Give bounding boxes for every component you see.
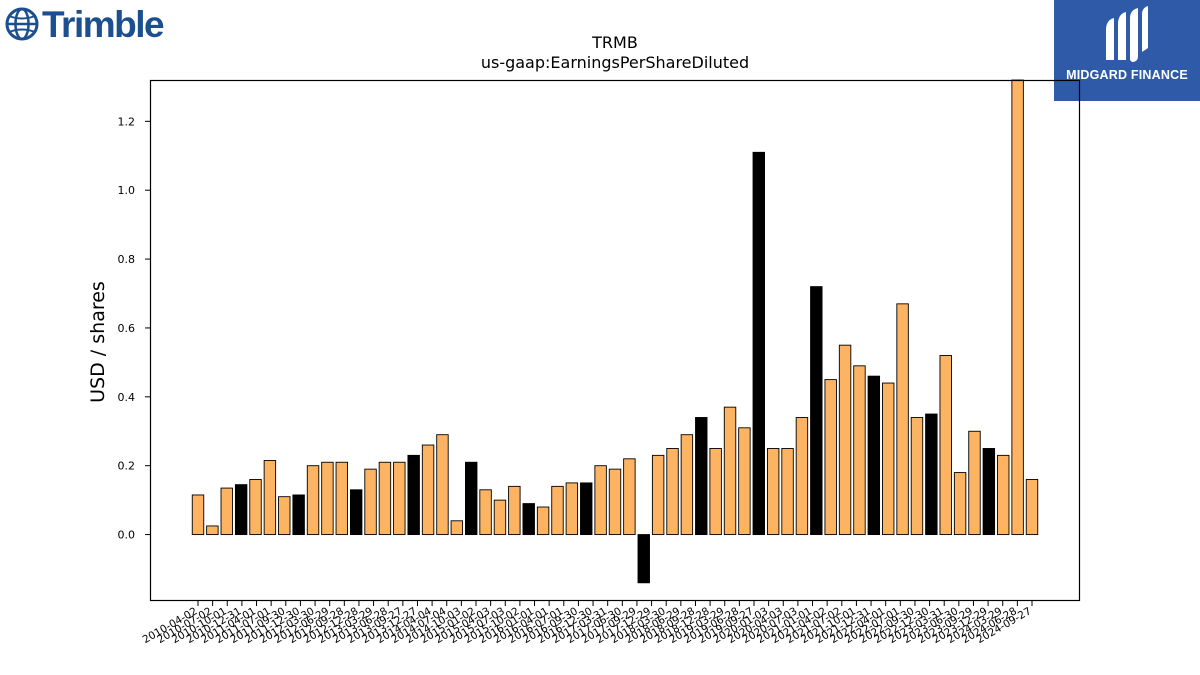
bar	[795, 417, 809, 536]
bar	[436, 434, 449, 536]
bar	[450, 520, 464, 536]
bar	[249, 479, 262, 536]
chart-subtitle: us-gaap:EarningsPerShareDiluted	[480, 53, 750, 72]
bar	[867, 375, 881, 536]
chart-title: TRMB	[592, 33, 638, 52]
trimble-logo: Trimble	[4, 4, 174, 45]
y-tick-label: 0.2	[118, 460, 136, 473]
bar	[623, 458, 636, 536]
bar	[810, 286, 823, 536]
bar	[824, 379, 837, 536]
bar	[263, 460, 277, 536]
bar	[982, 448, 996, 536]
bar	[378, 461, 392, 536]
y-tick-label: 1.0	[118, 184, 136, 197]
bar	[781, 448, 794, 536]
bar	[234, 484, 248, 536]
x-axis: 2010-04-022010-07-022010-10-012010-12-31…	[141, 600, 1034, 646]
bar	[220, 487, 233, 536]
bar	[508, 485, 521, 536]
bar	[594, 465, 607, 536]
bar	[666, 448, 679, 536]
globe-icon	[5, 7, 39, 41]
bar	[925, 413, 938, 536]
bar	[997, 454, 1010, 536]
bars-layer	[191, 79, 1039, 584]
bar	[1025, 479, 1039, 536]
bar	[364, 468, 377, 536]
trimble-logo-text: Trimble	[42, 4, 165, 45]
bar	[335, 461, 348, 536]
bar	[421, 444, 435, 536]
bar	[580, 482, 593, 536]
bar	[637, 534, 650, 584]
bar	[896, 303, 909, 536]
bar	[882, 382, 895, 536]
bar	[838, 344, 852, 536]
bar	[910, 417, 924, 536]
bar	[1011, 79, 1024, 536]
bar	[695, 417, 708, 536]
y-tick-label: 0.8	[118, 253, 136, 266]
bar	[306, 465, 320, 536]
y-tick-label: 0.0	[118, 529, 136, 542]
bar	[853, 365, 866, 536]
bar	[536, 506, 550, 536]
bar	[551, 485, 564, 536]
bar	[651, 454, 665, 536]
bar	[292, 494, 305, 536]
bar	[407, 454, 420, 536]
plot-frame	[149, 79, 1081, 602]
midgard-finance-logo: MIDGARD FINANCE	[1054, 0, 1200, 101]
bar	[939, 355, 952, 536]
bar	[680, 434, 694, 536]
y-tick-label: 0.6	[118, 322, 136, 335]
bar	[953, 472, 967, 536]
bar	[479, 489, 492, 536]
bar	[321, 461, 334, 536]
y-tick-label: 1.2	[118, 115, 136, 128]
bar	[565, 482, 579, 536]
y-axis-label: USD / shares	[87, 281, 109, 403]
midgard-monogram-icon	[1106, 6, 1148, 62]
bar	[723, 406, 737, 536]
y-axis: 0.0 0.2 0.4 0.6 0.8 1.0 1.2	[118, 115, 150, 542]
bar	[278, 496, 291, 536]
bar	[968, 430, 981, 536]
bar	[522, 503, 535, 536]
bar	[349, 489, 363, 536]
midgard-finance-logo-text: MIDGARD FINANCE	[1066, 68, 1188, 82]
bar	[206, 525, 219, 536]
bar	[465, 461, 478, 536]
bar	[393, 461, 406, 536]
bar	[766, 448, 780, 536]
bar	[738, 427, 751, 536]
bar	[608, 468, 622, 536]
bar	[709, 448, 722, 536]
bar	[752, 151, 765, 536]
y-tick-label: 0.4	[118, 391, 136, 404]
bar	[191, 494, 205, 536]
bar	[493, 499, 507, 536]
